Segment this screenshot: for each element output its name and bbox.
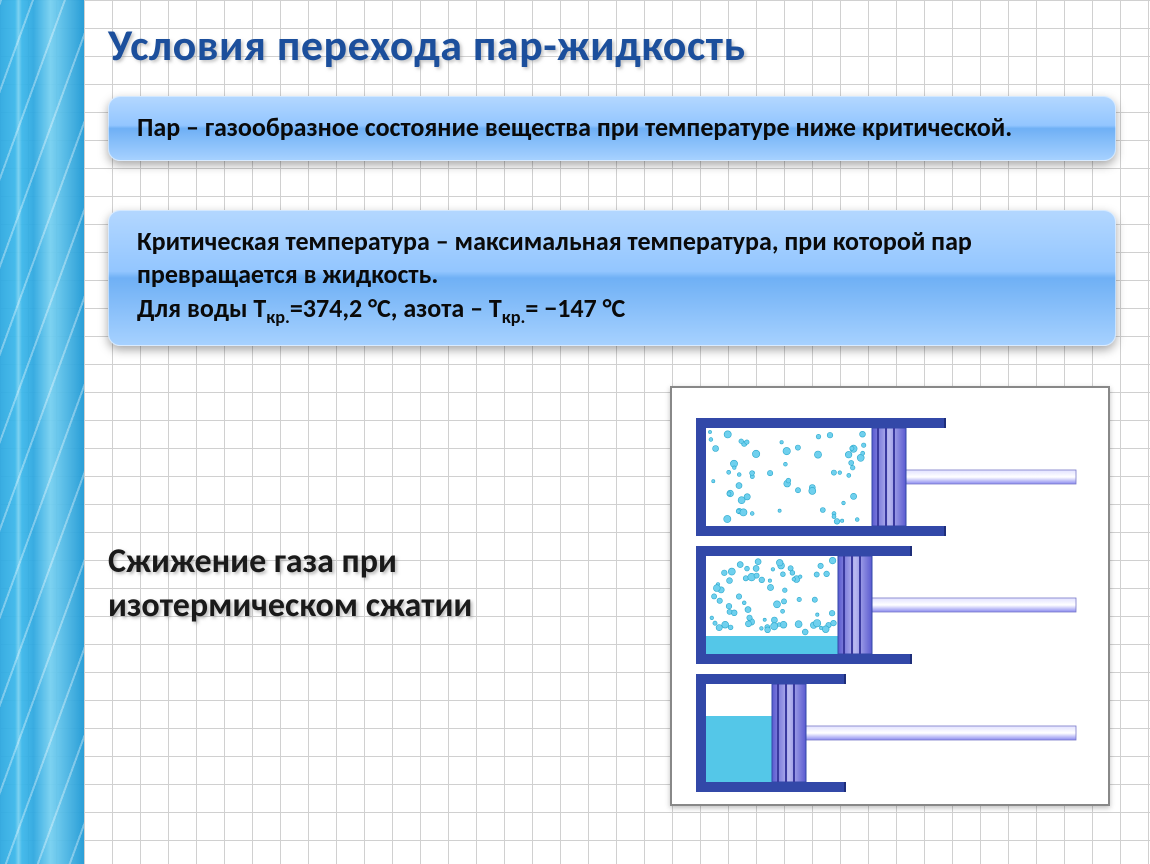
- definition-panel-critical-temp: Критическая температура – максимальная т…: [108, 210, 1116, 346]
- panel2-line2: Для воды Ткр.=374,2 °С, азота – Ткр.= −1…: [137, 292, 1095, 329]
- left-accent-stripe: [0, 0, 84, 864]
- panel1-text: Пар – газообразное состояние вещества пр…: [137, 111, 1095, 144]
- p2-sub1: кр.: [266, 306, 290, 328]
- slide-title: Условия перехода пар-жидкость: [108, 18, 746, 72]
- p2-mid: =374,2 °С, азота – Т: [290, 292, 502, 324]
- p2-sub2: кр.: [502, 306, 526, 328]
- cylinder-stage-1: [696, 418, 1094, 536]
- cylinder-diagram-frame: [670, 386, 1110, 806]
- p2-prefix: Для воды Т: [137, 292, 266, 324]
- p2-suffix: = −147 °С: [525, 292, 625, 324]
- panel2-line1: Критическая температура – максимальная т…: [137, 225, 1095, 292]
- cylinder-stage-2: [696, 546, 1094, 664]
- definition-panel-vapor: Пар – газообразное состояние вещества пр…: [108, 96, 1116, 161]
- cylinder-stage-3: [696, 674, 1094, 792]
- diagram-caption: Сжижение газа при изотермическом сжатии: [108, 540, 578, 628]
